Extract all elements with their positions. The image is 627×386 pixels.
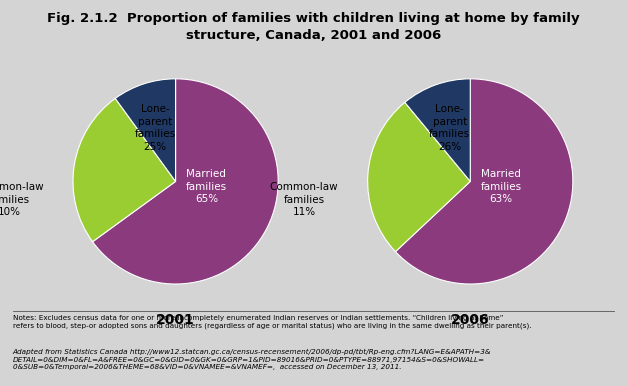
Text: Common-law
families
11%: Common-law families 11% [270,183,339,217]
Text: 2006: 2006 [451,313,490,327]
Wedge shape [93,79,278,284]
Text: Married
families
63%: Married families 63% [480,169,522,204]
Text: Adapted from Statistics Canada http://www12.statcan.gc.ca/census-recensement/200: Adapted from Statistics Canada http://ww… [13,349,491,371]
Wedge shape [367,102,470,252]
Text: Fig. 2.1.2  Proportion of families with children living at home by family
struct: Fig. 2.1.2 Proportion of families with c… [47,12,580,42]
Text: Married
families
65%: Married families 65% [186,169,227,204]
Text: 2001: 2001 [156,313,195,327]
Text: Lone-
parent
families
25%: Lone- parent families 25% [134,105,176,152]
Wedge shape [396,79,573,284]
Wedge shape [405,79,470,181]
Wedge shape [73,98,176,242]
Text: Common-law
families
10%: Common-law families 10% [0,183,44,217]
Wedge shape [115,79,176,181]
Text: Lone-
parent
families
26%: Lone- parent families 26% [429,105,470,152]
Text: Notes: Excludes census data for one or more incompletely enumerated Indian reser: Notes: Excludes census data for one or m… [13,315,531,328]
